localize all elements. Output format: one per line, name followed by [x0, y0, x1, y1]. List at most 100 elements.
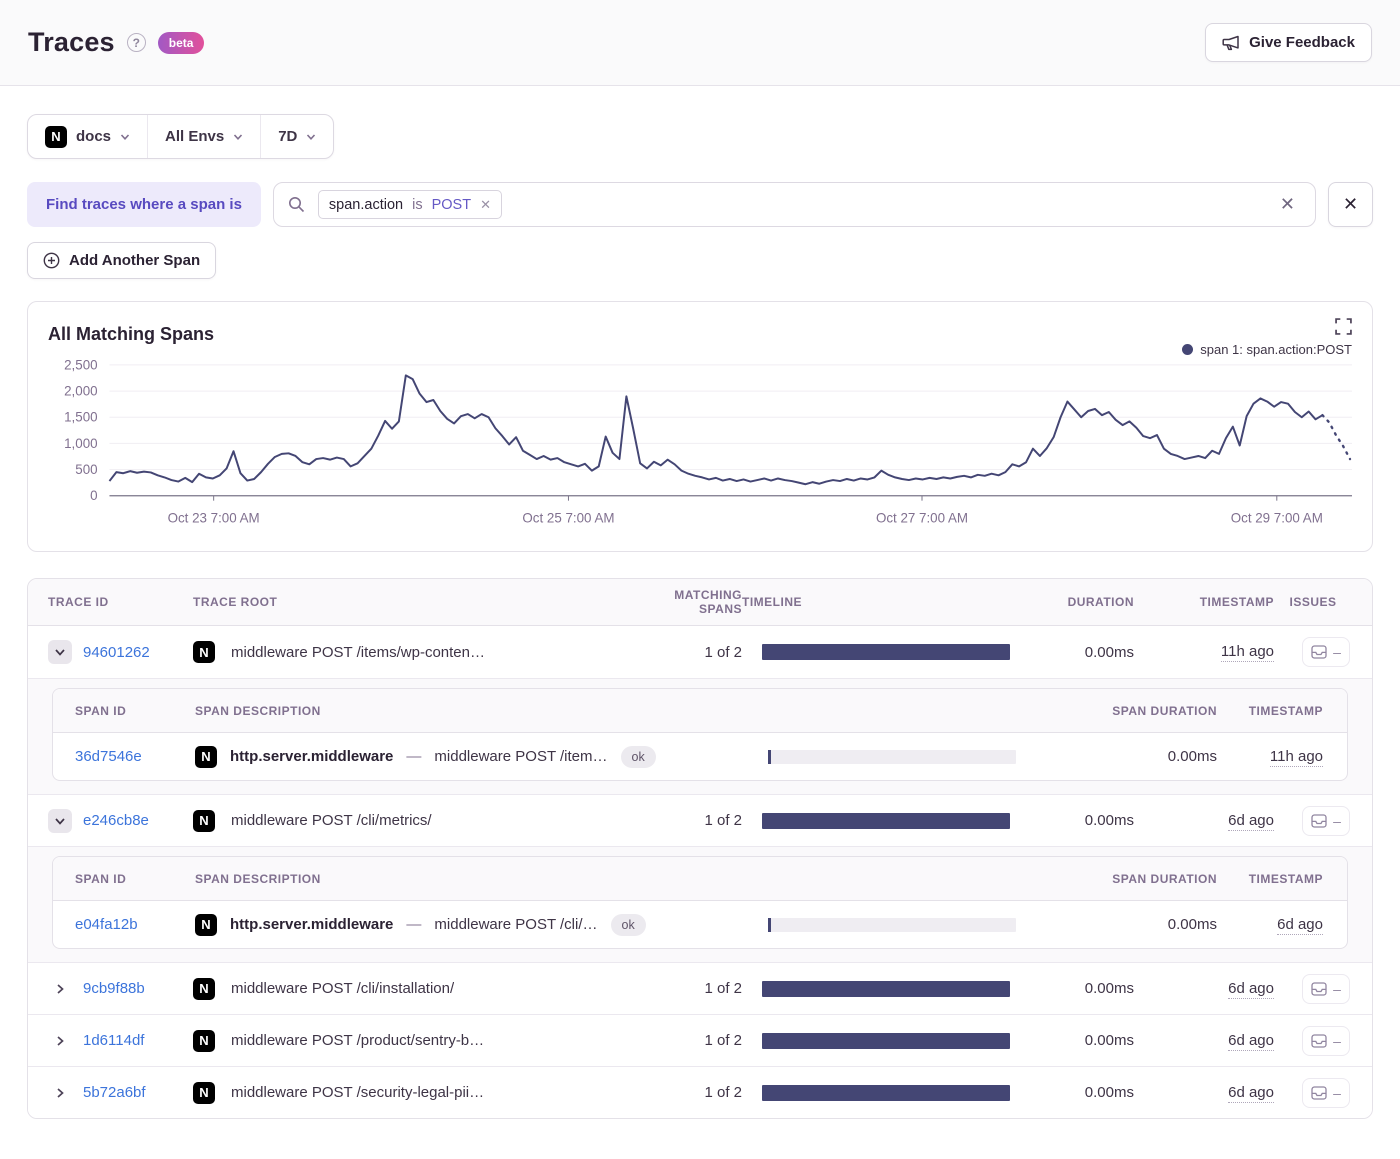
span-search-input[interactable]: span.action is POST ✕ ✕	[272, 182, 1316, 227]
trace-id-link[interactable]: 1d6114df	[83, 1032, 145, 1050]
timeline-bar	[762, 812, 1010, 829]
trace-root-text: middleware POST /product/sentry-b…	[231, 1032, 485, 1050]
issues-cell: –	[1274, 637, 1352, 668]
trace-id-cell: e246cb8e	[48, 808, 193, 833]
token-value: POST	[431, 196, 472, 213]
timeline-cell	[742, 1032, 1030, 1049]
span-id-link[interactable]: e04fa12b	[75, 916, 138, 934]
timestamp-cell: 6d ago	[1134, 979, 1274, 999]
page-filter-bar: N docs All Envs 7D	[27, 114, 335, 159]
issues-empty-dash: –	[1333, 980, 1341, 997]
trace-id-link[interactable]: 94601262	[83, 643, 150, 661]
duration-cell: 0.00ms	[1084, 980, 1134, 998]
search-token[interactable]: span.action is POST ✕	[317, 190, 502, 219]
expand-trace-button[interactable]	[48, 1081, 72, 1105]
timeline-cell	[742, 644, 1030, 661]
traces-table: Trace ID Trace Root Matching Spans Timeline…	[27, 578, 1373, 1120]
timestamp-cell: 11h ago	[1134, 643, 1274, 663]
trace-id-link[interactable]: 5b72a6bf	[83, 1084, 146, 1102]
token-remove-icon[interactable]: ✕	[480, 196, 491, 212]
issues-button[interactable]: –	[1302, 805, 1350, 836]
expand-trace-button[interactable]	[48, 977, 72, 1001]
matching-spans-cell: 1 of 2	[704, 643, 742, 661]
date-range-filter[interactable]: 7D	[260, 115, 333, 158]
timestamp-link[interactable]: 6d ago	[1228, 811, 1274, 831]
timestamp-link[interactable]: 6d ago	[1228, 979, 1274, 999]
remove-query-button[interactable]: ✕	[1328, 182, 1373, 227]
dash-separator: —	[406, 916, 422, 934]
beta-badge: beta	[157, 31, 205, 54]
add-another-span-label: Add Another Span	[69, 252, 201, 269]
give-feedback-button[interactable]: Give Feedback	[1205, 23, 1372, 62]
trace-id-cell: 5b72a6bf	[48, 1081, 193, 1105]
collapse-trace-button[interactable]	[48, 808, 72, 833]
timestamp-cell: 6d ago	[1134, 1031, 1274, 1051]
project-filter[interactable]: N docs	[28, 115, 147, 158]
chart-legend-item[interactable]: span 1: span.action:POST	[1182, 342, 1352, 357]
expand-trace-button[interactable]	[48, 1029, 72, 1053]
svg-text:Oct 23 7:00 AM: Oct 23 7:00 AM	[168, 510, 260, 525]
span-id-link[interactable]: 36d7546e	[75, 748, 142, 766]
help-icon[interactable]: ?	[126, 33, 146, 52]
svg-text:0: 0	[90, 488, 97, 503]
matching-spans-cell: 1 of 2	[704, 812, 742, 830]
timestamp-cell: 6d ago	[1134, 1083, 1274, 1103]
column-header-span-id: Span ID	[75, 871, 127, 886]
timeline-bar	[762, 644, 1010, 661]
nextjs-icon: N	[195, 913, 217, 936]
column-header-span-description: Span Description	[195, 703, 321, 718]
nextjs-icon: N	[195, 745, 217, 768]
nextjs-icon: N	[193, 809, 215, 832]
svg-text:Oct 25 7:00 AM: Oct 25 7:00 AM	[522, 510, 614, 525]
duration-cell: 0.00ms	[1084, 1084, 1134, 1102]
megaphone-icon	[1222, 35, 1240, 51]
column-header-span-duration: Span Duration	[1112, 871, 1217, 886]
add-another-span-button[interactable]: Add Another Span	[27, 242, 217, 279]
column-header-span-id: Span ID	[75, 703, 127, 718]
timeline-bar	[762, 980, 1010, 997]
svg-text:2,500: 2,500	[64, 357, 97, 372]
trace-id-link[interactable]: e246cb8e	[83, 812, 149, 830]
issues-button[interactable]: –	[1302, 637, 1350, 668]
timeline-bar	[762, 1084, 1010, 1101]
traces-table-header: Trace ID Trace Root Matching Spans Timeline…	[28, 579, 1372, 627]
timestamp-link[interactable]: 6d ago	[1277, 915, 1323, 935]
page-header: Traces ? beta Give Feedback	[0, 0, 1400, 86]
column-header-span-description: Span Description	[195, 871, 321, 886]
issues-button[interactable]: –	[1302, 1077, 1350, 1108]
issues-button[interactable]: –	[1302, 1025, 1350, 1056]
collapse-trace-button[interactable]	[48, 640, 72, 665]
expanded-spans-section: Span ID Span Description Span Duration Time…	[28, 678, 1372, 795]
issues-button[interactable]: –	[1302, 973, 1350, 1004]
inbox-icon	[1311, 982, 1327, 996]
span-timeline-tick	[768, 749, 771, 764]
search-clear-icon[interactable]: ✕	[1279, 194, 1295, 214]
fullscreen-icon[interactable]	[1335, 318, 1352, 335]
svg-text:500: 500	[75, 462, 97, 477]
issues-cell: –	[1274, 1077, 1352, 1108]
span-timeline-track	[768, 917, 1016, 932]
timestamp-cell: 6d ago	[1134, 811, 1274, 831]
column-header-timestamp: Timestamp	[1199, 595, 1274, 610]
inbox-icon	[1311, 645, 1327, 659]
column-header-span-timestamp: Timestamp	[1248, 703, 1323, 718]
timestamp-link[interactable]: 6d ago	[1228, 1083, 1274, 1103]
span-sub-table: Span ID Span Description Span Duration Time…	[52, 688, 1348, 782]
span-duration-cell: 0.00ms	[1167, 916, 1217, 934]
svg-text:Oct 27 7:00 AM: Oct 27 7:00 AM	[876, 510, 968, 525]
span-status-badge: ok	[620, 745, 656, 768]
timestamp-link[interactable]: 11h ago	[1269, 747, 1323, 767]
environment-filter[interactable]: All Envs	[147, 115, 260, 158]
timestamp-link[interactable]: 11h ago	[1220, 643, 1274, 663]
trace-id-link[interactable]: 9cb9f88b	[83, 980, 145, 998]
timestamp-link[interactable]: 6d ago	[1228, 1031, 1274, 1051]
column-header-issues: Issues	[1289, 595, 1337, 610]
environment-filter-label: All Envs	[165, 128, 225, 145]
chevron-down-icon	[234, 133, 243, 140]
